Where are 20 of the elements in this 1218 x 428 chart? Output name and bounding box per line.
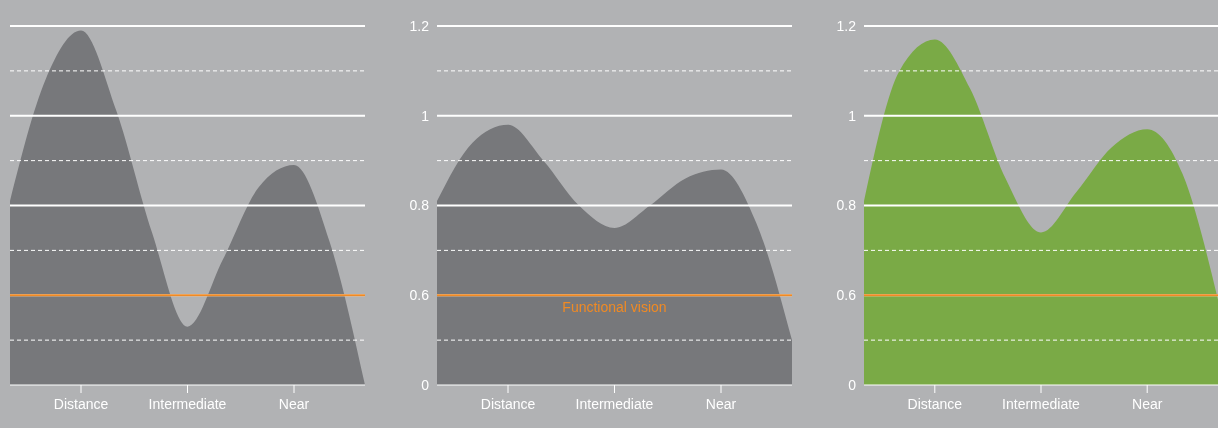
x-tick-label: Near bbox=[705, 396, 737, 412]
ref-line-label: Functional vision bbox=[562, 299, 667, 316]
y-tick-label: 1 bbox=[421, 107, 430, 124]
x-tick-label: Near bbox=[1132, 396, 1163, 412]
y-tick-label: 0 bbox=[421, 376, 430, 393]
y-tick-label: 0.8 bbox=[836, 197, 857, 214]
x-tick-label: Distance bbox=[907, 396, 963, 412]
y-tick-label: 1.2 bbox=[409, 17, 430, 34]
y-tick-label: 0.6 bbox=[836, 287, 857, 304]
x-tick-label: Near bbox=[278, 396, 310, 412]
y-tick-label: 0.6 bbox=[409, 287, 430, 304]
y-tick-label: 0.8 bbox=[409, 197, 430, 214]
y-tick-label: 0 bbox=[848, 376, 857, 393]
x-tick-label: Distance bbox=[480, 396, 536, 412]
x-tick-label: Distance bbox=[53, 396, 109, 412]
x-tick-label: Intermediate bbox=[148, 396, 227, 412]
x-tick-label: Intermediate bbox=[575, 396, 654, 412]
x-tick-label: Intermediate bbox=[1002, 396, 1081, 412]
y-tick-label: 1 bbox=[848, 107, 857, 124]
y-tick-label: 1.2 bbox=[836, 17, 857, 34]
